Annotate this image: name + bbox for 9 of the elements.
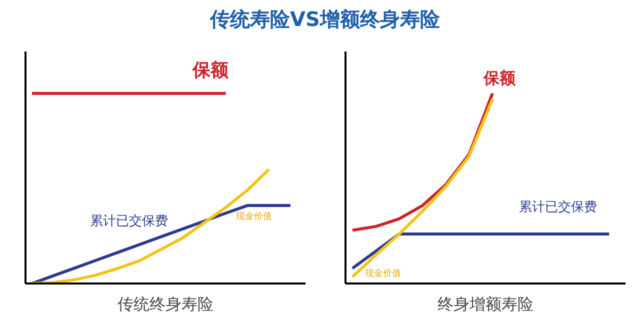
x-axis-title: 传统终身寿险 <box>118 294 214 313</box>
chart-title: 传统寿险VS增额终身寿险 <box>210 6 440 33</box>
series-label: 保额 <box>482 68 516 88</box>
x-axis-title: 终身增额寿险 <box>438 294 534 313</box>
series-label: 保额 <box>192 60 230 82</box>
series-label: 现金价值 <box>364 268 401 279</box>
series-label: 累计已交保费 <box>518 198 597 215</box>
series-label: 现金价值 <box>236 210 272 222</box>
series-label: 累计已交保费 <box>90 213 168 230</box>
